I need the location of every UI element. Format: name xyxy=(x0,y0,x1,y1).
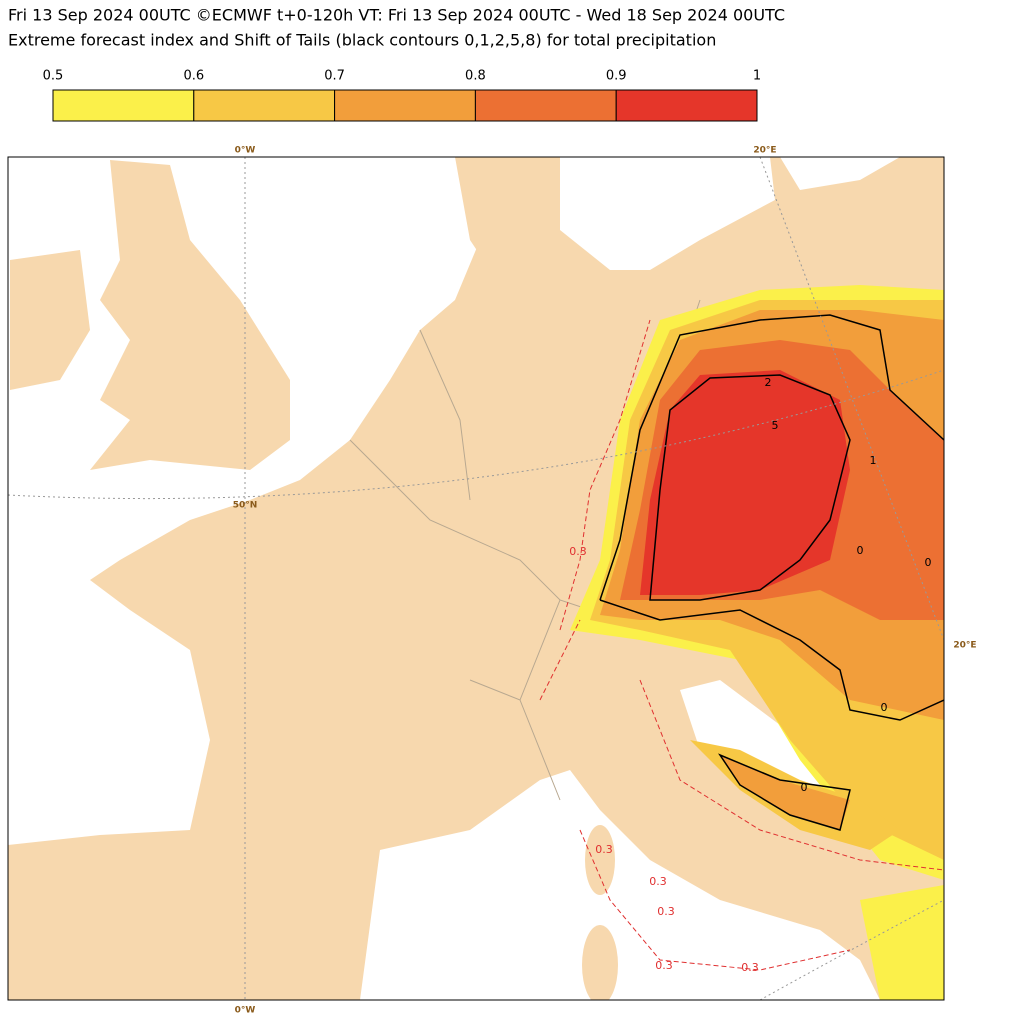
great-britain xyxy=(90,160,290,470)
contour-label: 0.3 xyxy=(595,843,613,856)
contour-label: 5 xyxy=(772,419,779,432)
ireland xyxy=(10,250,90,390)
mediterranean xyxy=(360,770,880,1000)
contour-label: 0 xyxy=(857,544,864,557)
denmark xyxy=(455,157,560,270)
map-frame xyxy=(7,156,945,1001)
sardinia xyxy=(582,925,618,1000)
contour-label: 0 xyxy=(925,556,932,569)
contour-label: 0 xyxy=(881,701,888,714)
graticule-label: 0°W xyxy=(235,146,256,156)
colorbar-tick-label: 0.9 xyxy=(606,69,627,84)
colorbar-tick-label: 1 xyxy=(753,69,761,84)
shift-of-tails-contours xyxy=(599,314,944,831)
title: Fri 13 Sep 2024 00UTC ©ECMWF t+0-120h VT… xyxy=(8,6,785,25)
colorbar-tick-label: 0.6 xyxy=(183,69,204,84)
contour-label: 2 xyxy=(765,376,772,389)
subtitle: Extreme forecast index and Shift of Tail… xyxy=(8,31,716,50)
colorbar-tick-label: 0.8 xyxy=(465,69,486,84)
colorbar-segment xyxy=(52,89,195,122)
colorbar-segment xyxy=(615,89,758,122)
corsica xyxy=(585,825,615,895)
contour-label: 0.3 xyxy=(569,545,587,558)
contour-label: 0.3 xyxy=(741,961,759,974)
efi-0.3-contours xyxy=(539,319,944,971)
colorbar-tick-label: 0.7 xyxy=(324,69,345,84)
contour-label: 0 xyxy=(801,781,808,794)
graticule-label: 20°E xyxy=(953,641,976,651)
colorbar-tick-label: 0.5 xyxy=(43,69,64,84)
graticule-label: 20°E xyxy=(753,146,776,156)
contour-label: 0.3 xyxy=(657,905,675,918)
efi-field xyxy=(570,285,944,1000)
baltic xyxy=(560,157,900,270)
contour-label: 0.3 xyxy=(649,875,667,888)
graticule-label: 0°W xyxy=(235,1006,256,1016)
contour-label: 0.3 xyxy=(655,959,673,972)
contour-label: 1 xyxy=(870,454,877,467)
map: 2 5 1 0 0 0 0 0.3 0.3 0.3 0.3 0.3 0.3 xyxy=(8,157,944,1000)
colorbar-segment xyxy=(474,89,617,122)
colorbar: 0.5 0.6 0.7 0.8 0.9 1 xyxy=(43,69,761,122)
colorbar-segment xyxy=(334,89,476,122)
graticule xyxy=(8,157,944,1000)
colorbar-segment xyxy=(193,89,336,122)
graticule-label: 50°N xyxy=(233,501,258,511)
